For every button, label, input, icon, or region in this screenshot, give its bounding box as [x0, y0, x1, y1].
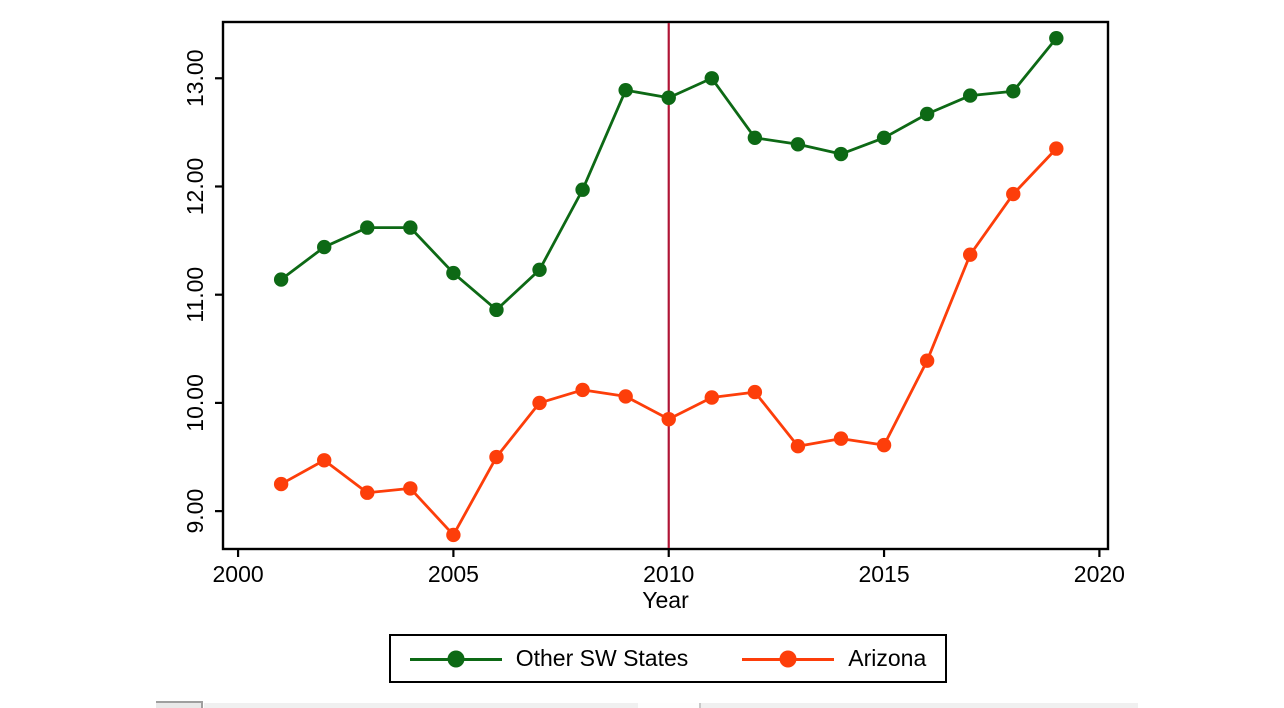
plot-region: 9.00 10.00 11.00 12.00 13.00 2000 2005 2010 2015… — [182, 20, 1125, 613]
y-axis-tick-label: 12.00 — [182, 158, 208, 216]
data-point-marker-other-sw-states-2003 — [360, 220, 375, 235]
data-point-marker-other-sw-states-2012 — [747, 130, 763, 145]
data-point-marker-other-sw-states-2015 — [876, 130, 892, 145]
data-point-marker-other-sw-states-2016 — [919, 106, 935, 122]
data-point-marker-arizona-2005 — [446, 527, 461, 543]
data-point-marker-other-sw-states-2004 — [403, 220, 418, 235]
x-axis-tick-label: 2010 — [643, 561, 694, 587]
data-point-marker-arizona-2002 — [317, 453, 332, 468]
x-axis-title: Year — [642, 587, 689, 613]
data-point-marker-arizona-2018 — [1006, 186, 1021, 202]
bottom-table-header-strip — [204, 703, 1138, 708]
y-axis-tick-label: 13.00 — [182, 49, 208, 107]
y-axis-tick-label: 9.00 — [182, 489, 208, 534]
data-point-marker-arizona-2006 — [489, 449, 504, 465]
data-point-marker-other-sw-states-2013 — [790, 137, 806, 152]
data-point-marker-arizona-2010 — [661, 411, 676, 427]
data-point-marker-other-sw-states-2008 — [575, 182, 590, 197]
y-axis-tick-label: 11.00 — [182, 267, 208, 323]
data-point-marker-arizona-2007 — [532, 395, 547, 411]
x-axis-tick-label: 2000 — [212, 561, 263, 587]
data-point-marker-arizona-2011 — [704, 390, 719, 405]
data-point-marker-arizona-2008 — [575, 382, 590, 398]
x-axis-tick-label: 2015 — [858, 561, 909, 587]
legend-dot-swatch — [447, 650, 465, 667]
legend-item-other-sw-states: Other SW States — [409, 645, 689, 671]
data-point-marker-arizona-2012 — [747, 384, 763, 400]
data-point-marker-other-sw-states-2019 — [1049, 31, 1064, 46]
data-point-marker-arizona-2019 — [1049, 141, 1064, 156]
data-point-marker-other-sw-states-2005 — [446, 265, 461, 281]
data-point-marker-other-sw-states-2006 — [489, 302, 504, 318]
legend-item-arizona: Arizona — [742, 647, 926, 670]
x-axis-tick-label: 2005 — [428, 561, 479, 587]
legend-dot-swatch — [779, 650, 797, 667]
data-point-marker-other-sw-states-2002 — [317, 239, 332, 255]
data-point-marker-arizona-2001 — [273, 476, 289, 492]
legend-label-other-sw-states: Other SW States — [515, 645, 689, 671]
legend-marker-other-sw-states — [409, 650, 502, 668]
data-point-marker-arizona-2013 — [790, 438, 806, 454]
data-point-marker-arizona-2004 — [403, 481, 418, 496]
legend-marker-arizona — [742, 650, 835, 668]
data-point-marker-arizona-2017 — [962, 247, 978, 262]
legend: Other SW States Arizona — [389, 634, 947, 683]
y-axis-tick-label: 10.00 — [182, 374, 208, 432]
data-point-marker-arizona-2003 — [360, 485, 375, 500]
data-point-marker-arizona-2015 — [876, 437, 892, 453]
data-point-marker-arizona-2014 — [833, 431, 849, 446]
bottom-table-corner-cell — [156, 701, 203, 708]
data-point-marker-other-sw-states-2010 — [661, 90, 676, 105]
plot-border — [221, 20, 1110, 551]
data-point-marker-other-sw-states-2011 — [704, 71, 719, 86]
data-point-marker-other-sw-states-2009 — [618, 82, 633, 98]
x-axis-tick-label: 2020 — [1074, 561, 1125, 587]
data-point-marker-other-sw-states-2014 — [833, 146, 849, 162]
data-point-marker-other-sw-states-2018 — [1006, 84, 1021, 99]
data-point-marker-other-sw-states-2017 — [962, 88, 978, 103]
data-point-marker-other-sw-states-2007 — [532, 262, 547, 278]
data-point-marker-other-sw-states-2001 — [273, 272, 289, 287]
data-point-marker-arizona-2016 — [919, 353, 935, 368]
data-point-marker-arizona-2009 — [618, 389, 633, 404]
bottom-table-header-gap — [638, 703, 700, 708]
legend-label-arizona: Arizona — [848, 645, 927, 671]
bottom-table-header-divider — [699, 703, 701, 708]
